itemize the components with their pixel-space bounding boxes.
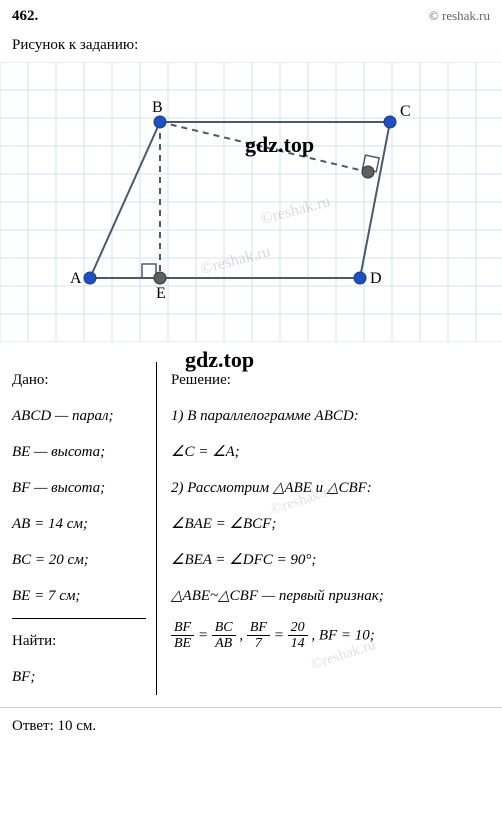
fraction: 2014 xyxy=(288,620,308,652)
site-credit: © reshak.ru xyxy=(429,8,490,25)
fraction-tail: , BF = 10; xyxy=(311,627,374,643)
answer-line: Ответ: 10 см. xyxy=(0,707,502,755)
figure-label: Рисунок к заданию: xyxy=(0,33,502,62)
svg-text:C: C xyxy=(400,103,411,120)
fraction: BF7 xyxy=(247,620,270,652)
solution-fraction-line: BFBE = BCAB , BF7 = 2014 , BF = 10; xyxy=(171,614,490,652)
solution-line: △ABE~△CBF — первый признак; xyxy=(171,578,490,614)
given-item: ABCD — парал; xyxy=(12,398,146,434)
solution-line: ∠C = ∠A; xyxy=(171,434,490,470)
given-item: BC = 20 см; xyxy=(12,542,146,578)
separator: , xyxy=(239,627,247,643)
svg-text:A: A xyxy=(70,270,82,287)
solution-area: gdz.top ©reshak.ru ©reshak.ru Дано: ABCD… xyxy=(0,342,502,703)
given-item: BE = 7 см; xyxy=(12,578,146,614)
equals: = xyxy=(274,627,288,643)
solution-column: Решение: 1) В параллелограмме ABCD: ∠C =… xyxy=(157,362,490,695)
given-item: BE — высота; xyxy=(12,434,146,470)
solution-line: 1) В параллелограмме ABCD: xyxy=(171,398,490,434)
solution-line: ∠BEA = ∠DFC = 90°; xyxy=(171,542,490,578)
given-item: AB = 14 см; xyxy=(12,506,146,542)
find-value: BF; xyxy=(12,659,146,695)
svg-text:E: E xyxy=(156,285,166,302)
solution-line: ∠BAE = ∠BCF; xyxy=(171,506,490,542)
problem-number: 462. xyxy=(12,8,38,25)
svg-text:D: D xyxy=(370,270,382,287)
answer-label: Ответ: xyxy=(12,718,58,734)
given-title: Дано: xyxy=(12,362,146,398)
diagram-area: ABCDE gdz.top ©reshak.ru ©reshak.ru xyxy=(0,62,502,342)
fraction: BFBE xyxy=(171,620,194,652)
svg-text:B: B xyxy=(152,99,163,116)
find-label: Найти: xyxy=(12,623,146,659)
fraction: BCAB xyxy=(212,620,236,652)
given-column: Дано: ABCD — парал; BE — высота; BF — вы… xyxy=(12,362,157,695)
answer-value: 10 см. xyxy=(58,718,97,734)
equals: = xyxy=(198,627,212,643)
given-item: BF — высота; xyxy=(12,470,146,506)
solution-line: 2) Рассмотрим △ABE и △CBF: xyxy=(171,470,490,506)
gdz-watermark: gdz.top xyxy=(185,334,254,387)
divider xyxy=(12,618,146,619)
gdz-watermark: gdz.top xyxy=(245,132,314,158)
parallelogram-diagram: A B C D E xyxy=(0,62,502,342)
